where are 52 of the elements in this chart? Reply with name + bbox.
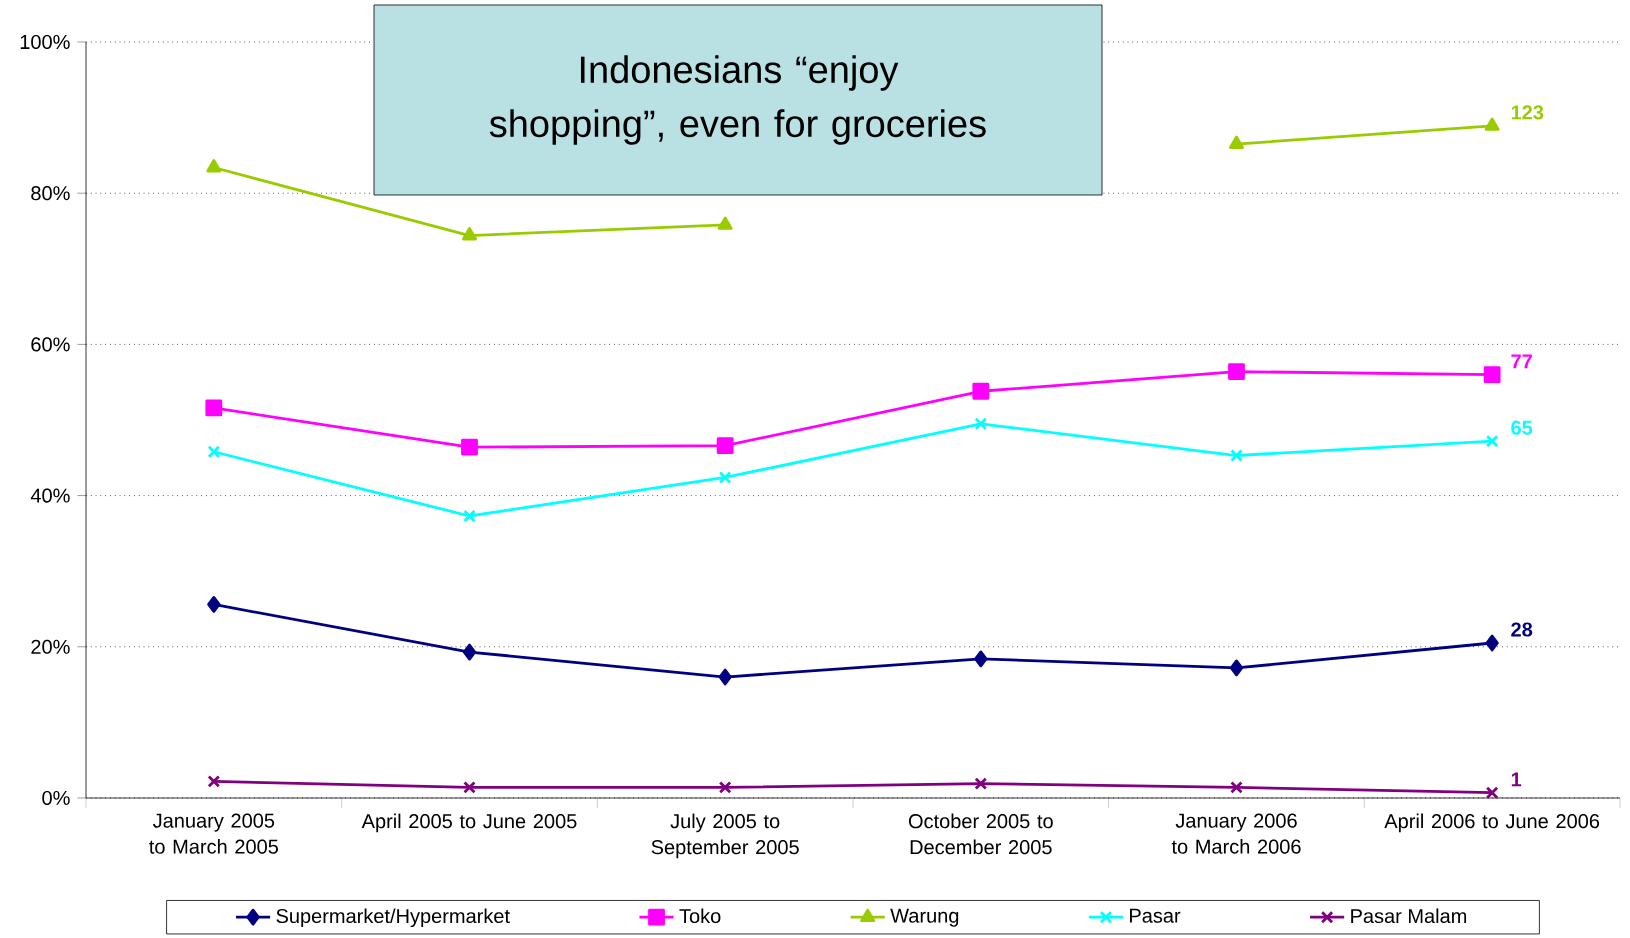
legend-label: Pasar Malam	[1351, 908, 1467, 924]
legend-label: Pasar	[1130, 908, 1181, 923]
point	[463, 781, 476, 794]
y-tick-label: 20%	[31, 639, 70, 654]
point	[1229, 659, 1244, 677]
annotation: 77	[1511, 354, 1532, 369]
legend-label: Supermarket/Hypermarket	[276, 908, 510, 928]
x-tick-label: January 2006 to March 2006	[1171, 813, 1301, 854]
y-tick-label: 60%	[31, 337, 70, 352]
point	[463, 509, 476, 523]
point	[1483, 366, 1501, 384]
x-tick-label: April 2006 to June 2006	[1384, 813, 1600, 833]
legend-label: Toko	[679, 908, 721, 924]
y-tick-label: 0%	[42, 790, 70, 806]
x-tick-label: July 2005 to September 2005	[651, 813, 799, 859]
point	[718, 781, 732, 794]
point	[462, 643, 477, 661]
point	[1230, 781, 1243, 794]
y-tick-label: 100%	[20, 34, 70, 50]
point	[1484, 117, 1500, 131]
point	[718, 668, 732, 686]
point	[974, 417, 988, 431]
point	[205, 399, 223, 417]
point	[1485, 786, 1499, 800]
annotation: 28	[1511, 622, 1533, 637]
point	[716, 437, 734, 455]
point	[1230, 449, 1243, 462]
point	[462, 227, 477, 241]
text: Indonesians “enjoy shopping”, even for groceries	[489, 55, 986, 145]
point	[1485, 634, 1499, 652]
point	[972, 382, 990, 400]
x-tick-label: January 2005 to March 2005	[149, 813, 279, 854]
point	[207, 596, 221, 613]
annotation: 1	[1511, 772, 1522, 787]
point	[717, 216, 733, 230]
point	[1228, 363, 1245, 381]
point	[1229, 135, 1244, 149]
legend-label: Warung	[890, 908, 959, 927]
point	[974, 650, 988, 668]
y-tick-label: 40%	[30, 488, 70, 503]
y-tick-label: 80%	[31, 186, 70, 201]
point	[718, 471, 732, 484]
annotation: 65	[1511, 420, 1533, 435]
point	[207, 775, 221, 788]
x-tick-label: April 2005 to June 2005	[361, 813, 577, 833]
point	[461, 438, 478, 456]
point	[207, 445, 221, 459]
annotation: 123	[1511, 105, 1544, 120]
point	[974, 777, 988, 790]
point	[1485, 434, 1499, 448]
x-tick-label: October 2005 to December 2005	[908, 813, 1053, 855]
point	[206, 159, 222, 173]
